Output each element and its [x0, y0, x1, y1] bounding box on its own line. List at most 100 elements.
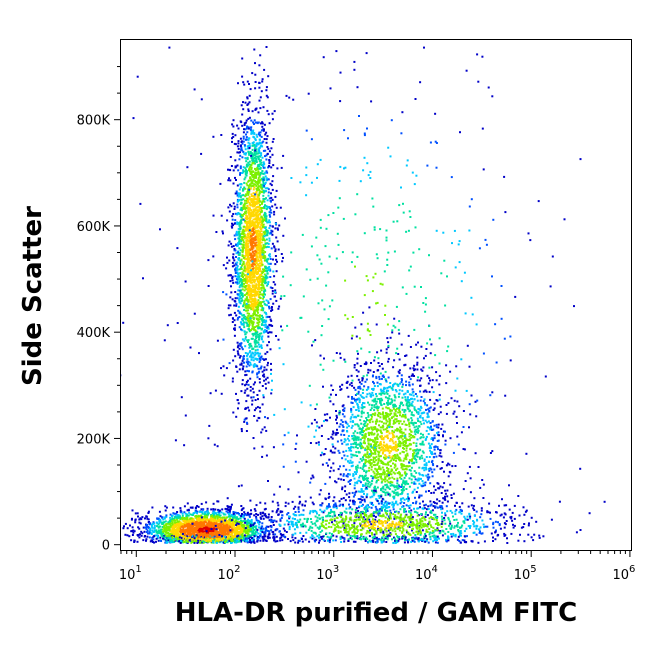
data-point	[244, 298, 247, 301]
data-point	[236, 279, 239, 282]
data-point	[248, 355, 251, 358]
data-point	[245, 207, 248, 209]
data-point	[224, 513, 227, 516]
data-point	[249, 527, 252, 530]
data-point	[240, 232, 243, 235]
data-point	[246, 387, 249, 390]
data-point	[209, 532, 211, 534]
data-point	[184, 522, 187, 525]
data-point	[195, 537, 197, 540]
data-point	[176, 526, 179, 529]
data-point	[266, 351, 269, 354]
data-point	[235, 314, 238, 317]
data-point	[186, 525, 188, 527]
data-point	[241, 532, 244, 535]
data-point	[260, 220, 263, 223]
data-point	[258, 269, 261, 272]
data-point	[254, 291, 257, 294]
data-point	[254, 209, 257, 212]
data-point	[266, 96, 269, 99]
data-point	[179, 527, 182, 530]
data-point	[252, 198, 255, 201]
data-point	[143, 530, 146, 533]
data-point	[179, 516, 182, 519]
data-point	[246, 523, 248, 526]
data-point	[241, 214, 244, 217]
data-point	[254, 329, 257, 332]
data-point	[244, 176, 247, 179]
data-point	[201, 528, 204, 531]
data-point	[218, 522, 221, 525]
data-point	[209, 525, 212, 528]
data-point	[221, 526, 224, 529]
data-point	[265, 177, 268, 180]
data-point	[283, 529, 286, 532]
data-point	[228, 538, 231, 541]
data-point	[245, 210, 248, 213]
data-point	[221, 531, 224, 534]
data-point	[194, 506, 197, 509]
data-point	[254, 108, 257, 111]
data-point	[259, 501, 262, 504]
data-point	[239, 208, 242, 211]
data-point	[275, 236, 278, 239]
data-point	[263, 379, 266, 382]
data-point	[240, 220, 243, 223]
data-point	[256, 268, 259, 270]
data-point	[260, 161, 263, 164]
data-point	[269, 215, 272, 218]
data-point	[162, 518, 165, 521]
data-point	[247, 217, 250, 220]
data-point	[243, 128, 245, 131]
data-point	[245, 275, 248, 278]
data-point	[168, 527, 171, 530]
data-point	[179, 541, 182, 544]
data-point	[270, 200, 272, 203]
data-point	[252, 364, 255, 367]
data-point	[250, 132, 253, 135]
data-point	[176, 535, 179, 537]
data-point	[254, 289, 257, 292]
data-point	[245, 254, 248, 257]
data-point	[165, 523, 168, 526]
data-point	[259, 280, 262, 283]
data-point	[254, 263, 257, 266]
data-point	[252, 175, 255, 178]
data-point	[256, 333, 259, 336]
data-point	[277, 228, 279, 231]
data-point	[231, 317, 234, 320]
data-point	[265, 219, 268, 222]
data-point	[248, 364, 251, 367]
data-point	[273, 246, 276, 249]
data-point	[201, 519, 204, 522]
data-point	[233, 514, 236, 517]
data-point	[172, 535, 175, 538]
data-point	[226, 516, 228, 519]
data-point	[259, 178, 262, 181]
data-point	[165, 515, 168, 518]
data-point	[180, 539, 183, 542]
data-point	[266, 376, 269, 379]
data-point	[272, 175, 275, 178]
data-point	[241, 329, 244, 332]
data-point	[231, 265, 234, 268]
data-point	[243, 530, 246, 533]
data-point	[175, 512, 178, 515]
data-point	[157, 523, 160, 526]
data-point	[258, 249, 261, 252]
data-point	[250, 509, 252, 512]
data-point	[186, 509, 189, 512]
data-point	[202, 535, 204, 538]
data-point	[263, 366, 266, 369]
data-point	[258, 370, 261, 373]
data-point	[267, 361, 269, 364]
data-point	[240, 323, 243, 326]
data-point	[262, 284, 265, 287]
data-point	[243, 265, 246, 268]
data-point	[257, 343, 260, 346]
data-point	[242, 189, 245, 192]
data-point	[161, 526, 164, 528]
data-point	[233, 334, 236, 337]
data-point	[257, 327, 260, 330]
data-point	[252, 130, 254, 133]
